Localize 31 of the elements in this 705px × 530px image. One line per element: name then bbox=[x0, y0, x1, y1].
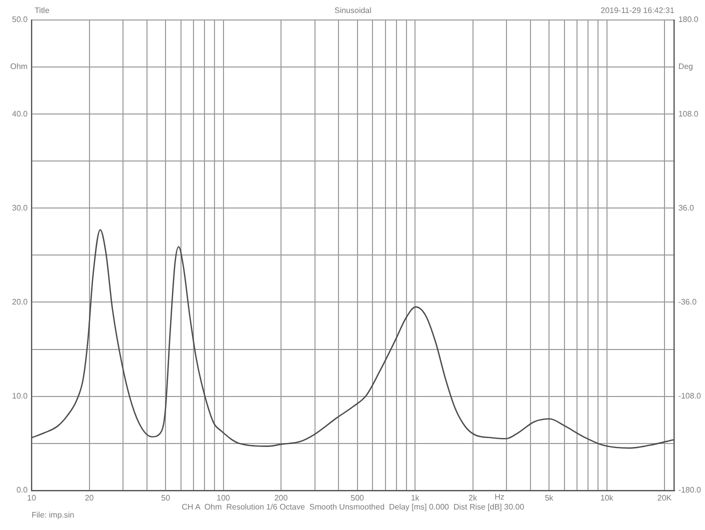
x-tick-label: 200 bbox=[274, 493, 288, 502]
y-tick-label: 40.0 bbox=[12, 109, 28, 118]
y-tick-label: 20.0 bbox=[12, 297, 28, 306]
y-tick-label: 50.0 bbox=[12, 15, 28, 24]
y2-tick-label: 108.0 bbox=[678, 109, 699, 118]
x-tick-label: 500 bbox=[350, 493, 365, 502]
y-tick-label: 10.0 bbox=[12, 392, 28, 401]
x-tick-label: 50 bbox=[161, 493, 171, 502]
x-axis-title: Hz bbox=[494, 492, 504, 502]
x-tick-label: 1k bbox=[410, 493, 420, 502]
y2-tick-label: 180.0 bbox=[678, 15, 699, 24]
text: 2019-11-29 16:42:31 bbox=[600, 6, 675, 16]
y2-axis-title: Deg bbox=[678, 62, 694, 72]
text: File: imp.sin bbox=[32, 510, 74, 520]
y-tick-label: 0.0 bbox=[16, 486, 28, 495]
y2-tick-label: -36.0 bbox=[678, 297, 698, 306]
x-tick-label: 2k bbox=[468, 493, 478, 502]
text: CH A Ohm Resolution 1/6 Octave Smooth Unsmoothed Delay [ms] 0.000 Dist Rise [dB] 30.00 bbox=[182, 502, 525, 512]
x-tick-label: 20K bbox=[657, 493, 672, 502]
x-tick-label: 10k bbox=[600, 493, 614, 502]
x-tick-label: 100 bbox=[216, 493, 231, 502]
x-tick-label: 5k bbox=[544, 493, 554, 502]
x-tick-label: 10 bbox=[27, 493, 37, 502]
chart-title: Title bbox=[34, 6, 50, 16]
y-tick-label: 30.0 bbox=[12, 203, 28, 212]
x-tick-label: 20 bbox=[84, 493, 94, 502]
chart-subtitle: Sinusoidal bbox=[334, 6, 372, 16]
y2-tick-label: -108.0 bbox=[678, 392, 702, 401]
y2-tick-label: -180.0 bbox=[678, 486, 702, 495]
y2-tick-label: 36.0 bbox=[678, 203, 694, 212]
y-axis-title: Ohm bbox=[10, 62, 28, 72]
